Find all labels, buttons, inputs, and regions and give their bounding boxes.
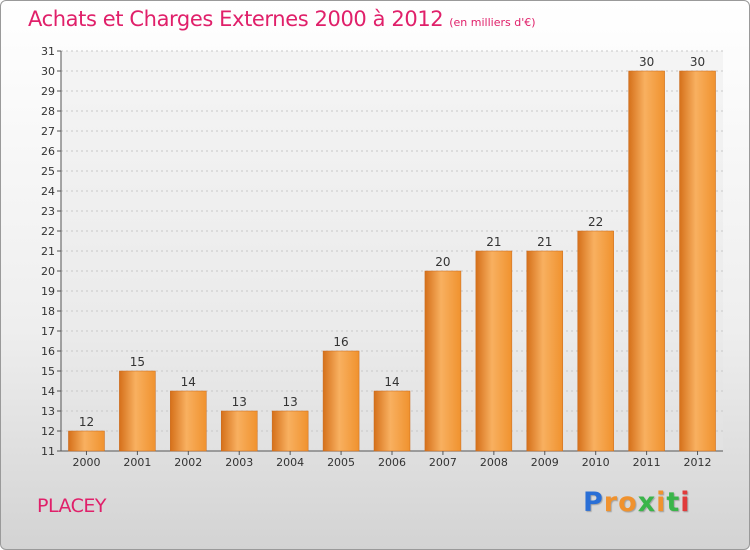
y-tick-label: 12: [41, 425, 55, 438]
y-tick-label: 18: [41, 305, 55, 318]
y-tick-label: 22: [41, 225, 55, 238]
chart-title: Achats et Charges Externes 2000 à 2012 (e…: [28, 7, 536, 31]
y-tick-label: 13: [41, 405, 55, 418]
y-tick-label: 17: [41, 325, 55, 338]
x-tick-label: 2000: [72, 456, 100, 469]
y-tick-label: 24: [41, 185, 55, 198]
y-tick-label: 25: [41, 165, 55, 178]
y-tick-label: 29: [41, 85, 55, 98]
x-tick-label: 2003: [225, 456, 253, 469]
chart-subtitle: (en milliers d'€): [449, 16, 536, 29]
y-tick-label: 28: [41, 105, 55, 118]
data-label-2005: 16: [333, 335, 348, 349]
bar-2003: [220, 410, 258, 452]
data-label-2007: 20: [435, 255, 450, 269]
x-tick-label: 2010: [582, 456, 610, 469]
y-tick-label: 15: [41, 365, 55, 378]
bar-2008: [475, 250, 513, 452]
data-label-2008: 21: [486, 235, 501, 249]
y-tick-label: 27: [41, 125, 55, 138]
y-tick-label: 14: [41, 385, 55, 398]
data-label-2009: 21: [537, 235, 552, 249]
brand-logo: Proxiti: [583, 487, 691, 518]
bar-2000: [68, 430, 105, 452]
bar-2007: [424, 270, 462, 452]
y-tick-label: 11: [41, 445, 55, 458]
data-label-2003: 13: [232, 395, 247, 409]
y-tick-label: 23: [41, 205, 55, 218]
logo-letter: i: [680, 487, 691, 518]
x-tick-label: 2005: [327, 456, 355, 469]
x-tick-label: 2006: [378, 456, 406, 469]
logo-letter: t: [666, 487, 681, 518]
bar-2004: [271, 410, 309, 452]
x-tick-label: 2004: [276, 456, 304, 469]
x-tick-label: 2011: [633, 456, 661, 469]
bar-2006: [373, 390, 411, 452]
place-name: PLACEY: [37, 495, 107, 517]
data-label-2004: 13: [283, 395, 298, 409]
logo-letter: x: [637, 487, 657, 518]
x-tick-label: 2008: [480, 456, 508, 469]
x-tick-label: 2002: [174, 456, 202, 469]
logo-letter: P: [583, 487, 604, 518]
bar-2011: [628, 70, 665, 452]
data-label-2002: 14: [181, 375, 196, 389]
data-label-2000: 12: [79, 415, 94, 429]
y-tick-label: 16: [41, 345, 55, 358]
x-tick-label: 2001: [123, 456, 151, 469]
bar-2005: [322, 350, 360, 452]
y-tick-label: 30: [41, 65, 55, 78]
data-label-2012: 30: [690, 55, 705, 69]
y-tick-label: 20: [41, 265, 55, 278]
y-tick-label: 21: [41, 245, 55, 258]
bar-2001: [119, 370, 156, 452]
bar-2010: [577, 230, 614, 452]
logo-letter: o: [618, 487, 638, 518]
x-tick-label: 2007: [429, 456, 457, 469]
logo-letter: r: [603, 487, 619, 518]
data-label-2010: 22: [588, 215, 603, 229]
x-tick-label: 2009: [531, 456, 559, 469]
y-tick-label: 31: [41, 45, 55, 58]
bar-2002: [170, 390, 207, 452]
bar-2009: [526, 250, 564, 452]
x-tick-label: 2012: [684, 456, 712, 469]
y-tick-label: 26: [41, 145, 55, 158]
logo-letter: i: [656, 487, 667, 518]
data-label-2001: 15: [130, 355, 145, 369]
bar-2012: [679, 70, 716, 452]
y-tick-label: 19: [41, 285, 55, 298]
data-label-2006: 14: [384, 375, 399, 389]
data-label-2011: 30: [639, 55, 654, 69]
